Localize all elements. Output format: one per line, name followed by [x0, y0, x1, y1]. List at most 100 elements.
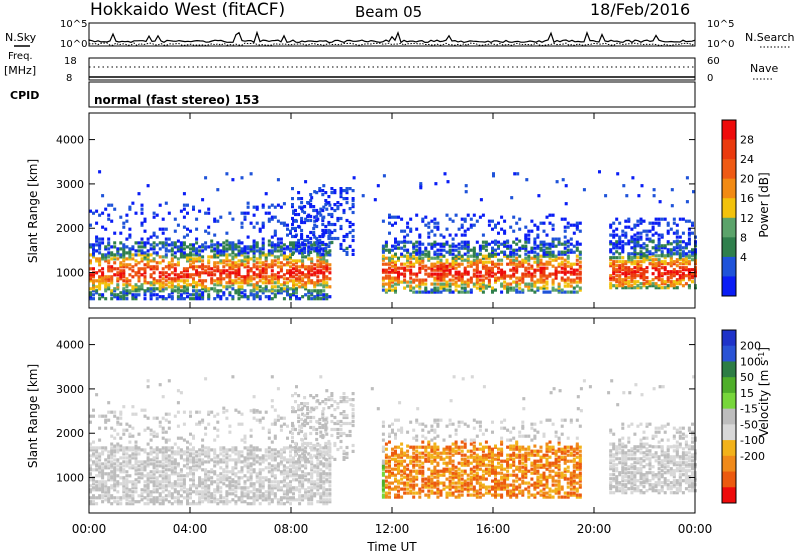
power-cell	[319, 255, 323, 259]
velocity-cell	[301, 484, 305, 488]
power-cell	[321, 234, 325, 239]
power-cell	[645, 266, 649, 270]
velocity-cell	[167, 460, 171, 464]
velocity-cell	[201, 420, 205, 424]
velocity-cell	[234, 482, 238, 486]
power-cell	[436, 256, 440, 260]
power-cell	[454, 244, 458, 248]
power-cell	[681, 284, 685, 288]
power-cell	[512, 229, 516, 233]
power-cell	[566, 225, 570, 229]
power-cell	[92, 267, 95, 271]
power-cell	[237, 287, 241, 291]
power-cell	[182, 297, 186, 301]
power-cell	[654, 217, 658, 221]
power-cell	[176, 283, 180, 287]
power-cell	[228, 211, 232, 215]
power-cell	[339, 195, 343, 199]
nsky-trace	[88, 30, 696, 44]
power-cell	[137, 279, 141, 283]
power-cell	[491, 266, 494, 270]
velocity-cell	[319, 500, 323, 504]
power-cell	[152, 293, 156, 297]
velocity-cell	[192, 482, 195, 486]
power-cell	[330, 240, 334, 245]
velocity-cell	[222, 482, 226, 486]
power-cell	[246, 281, 250, 285]
velocity-cell	[173, 496, 177, 500]
power-cell	[445, 240, 449, 244]
power-cell	[131, 297, 135, 301]
power-cell	[621, 256, 625, 260]
power-cell	[234, 263, 238, 267]
power-cell	[312, 226, 316, 231]
power-cell	[204, 289, 208, 293]
velocity-cell	[195, 450, 199, 454]
power-cell	[246, 259, 250, 263]
power-cell	[388, 286, 391, 290]
power-cell	[651, 225, 655, 229]
power-cell	[189, 229, 192, 233]
power-cell	[563, 250, 567, 254]
power-cell	[252, 253, 256, 257]
power-cell	[660, 246, 664, 250]
power-cell	[170, 285, 174, 289]
velocity-cell	[128, 474, 132, 478]
power-cell	[192, 279, 195, 283]
power-cell	[500, 270, 504, 274]
power-cell	[472, 246, 476, 250]
power-cell	[255, 241, 259, 245]
velocity-cell	[240, 488, 244, 492]
power-cell	[469, 217, 473, 221]
velocity-cell	[143, 502, 147, 506]
power-cell	[207, 295, 211, 299]
velocity-cell	[249, 428, 253, 432]
velocity-cell	[182, 490, 186, 494]
velocity-cell	[324, 441, 328, 446]
velocity-cell	[204, 480, 208, 484]
power-cell	[234, 253, 238, 257]
velocity-cell	[258, 486, 262, 490]
velocity-cell	[315, 443, 319, 448]
power-cell	[421, 266, 425, 270]
power-cell	[237, 249, 241, 253]
velocity-cell	[258, 470, 262, 474]
power-cell	[409, 284, 413, 288]
power-cell	[321, 189, 325, 193]
velocity-cell	[195, 454, 199, 458]
power-cell	[327, 244, 331, 248]
power-cell	[660, 282, 664, 286]
power-cell	[249, 172, 253, 176]
velocity-cell	[167, 482, 171, 486]
power-cell	[143, 269, 147, 273]
power-cell	[575, 242, 579, 246]
power-cell	[463, 240, 467, 244]
power-cell	[627, 242, 631, 246]
power-cell	[225, 281, 229, 285]
velocity-cell	[122, 448, 126, 452]
power-cell	[487, 270, 491, 274]
velocity-cell	[164, 494, 168, 498]
power-cell	[98, 285, 102, 289]
power-cell	[518, 227, 522, 231]
power-cell	[243, 247, 247, 251]
velocity-cell	[286, 496, 289, 500]
velocity-cell	[140, 468, 144, 472]
power-cell	[481, 256, 485, 260]
velocity-cell	[152, 502, 156, 506]
velocity-cell	[319, 494, 323, 498]
velocity-cell	[313, 494, 317, 498]
power-cell	[524, 274, 528, 278]
power-cell	[612, 276, 616, 280]
velocity-cell	[249, 444, 253, 448]
power-cell	[327, 212, 331, 217]
velocity-cell	[339, 439, 343, 444]
power-cell	[161, 283, 165, 287]
power-cell	[297, 191, 301, 195]
power-cell	[301, 261, 305, 265]
power-cell	[560, 278, 564, 282]
power-cell	[101, 211, 105, 215]
power-cell	[134, 253, 138, 257]
velocity-cell	[131, 454, 135, 458]
